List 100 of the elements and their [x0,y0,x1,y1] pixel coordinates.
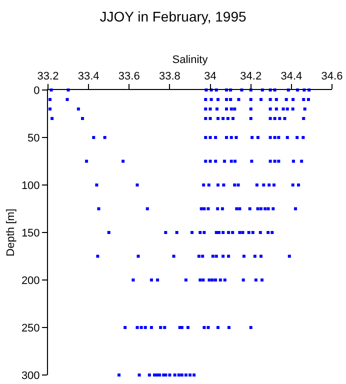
x-tick-label: 34 [204,70,216,83]
point [274,108,278,110]
point [136,326,139,329]
point [192,374,196,376]
point [222,160,226,163]
point [262,184,266,186]
point [156,278,160,282]
point [302,117,306,120]
point [253,254,256,258]
point [204,108,208,110]
point [227,231,230,234]
y-tick-label: 100 [21,180,40,192]
point [202,278,205,282]
y-axis-title: Depth [m] [5,208,18,256]
point [284,98,288,101]
point [202,326,206,329]
point [138,374,141,376]
point [238,231,242,234]
point [214,160,218,163]
point [216,117,220,120]
point [283,117,286,120]
point [249,117,252,120]
point [173,374,176,376]
point [225,108,228,110]
point [225,98,228,101]
point [268,136,272,139]
point [268,98,272,101]
point [206,326,210,329]
point [214,278,218,282]
point [230,160,233,163]
y-tick-label: 300 [21,370,40,382]
x-tick-label: 34.2 [240,70,262,83]
point [255,184,258,186]
x-tick-label: 34.6 [321,70,343,83]
point [242,254,246,258]
point [273,136,276,139]
point [241,231,244,234]
point [302,136,305,139]
point [248,207,252,210]
point [234,136,238,139]
point [208,160,212,163]
point [272,207,275,210]
point [258,231,262,234]
point [204,136,208,139]
point [233,108,236,110]
point [216,326,220,329]
point [210,98,213,101]
y-tick-label: 0 [34,84,40,97]
point [148,374,151,376]
point [122,160,125,163]
point [180,374,184,376]
point [292,160,295,163]
point [214,254,218,258]
point [268,160,272,163]
point [136,254,140,258]
point [260,207,262,210]
point [202,184,206,186]
point [201,254,204,258]
point [103,136,106,139]
point [184,374,188,376]
point [222,231,225,234]
point [95,184,98,186]
point [150,278,153,282]
x-tick-label: 33.8 [159,70,180,83]
point [50,117,54,120]
chart-title: JJOY in February, 1995 [100,8,246,24]
point [236,184,240,186]
y-tick-label: 50 [28,132,40,144]
point [208,278,211,282]
point [208,136,212,139]
point [277,160,280,163]
y-tick-label: 200 [21,274,40,287]
point [268,108,272,110]
point [234,160,237,163]
x-tick-label: 33.6 [118,70,140,83]
point [164,231,168,234]
point [254,278,258,282]
point [215,108,218,110]
point [216,184,220,186]
point [251,231,254,234]
point [229,98,232,101]
point [202,207,206,210]
point [140,326,143,329]
point [118,374,120,376]
point [278,117,282,120]
point [214,136,218,139]
point [204,117,208,120]
point [197,254,200,258]
point [300,160,304,163]
point [250,136,254,139]
point [208,117,212,120]
point [268,117,272,120]
point [85,160,88,163]
x-axis-title: Salinity [172,54,208,66]
point [48,98,52,101]
point [233,184,236,186]
point [136,184,139,186]
point [186,326,190,329]
point [297,184,300,186]
point [207,184,210,186]
